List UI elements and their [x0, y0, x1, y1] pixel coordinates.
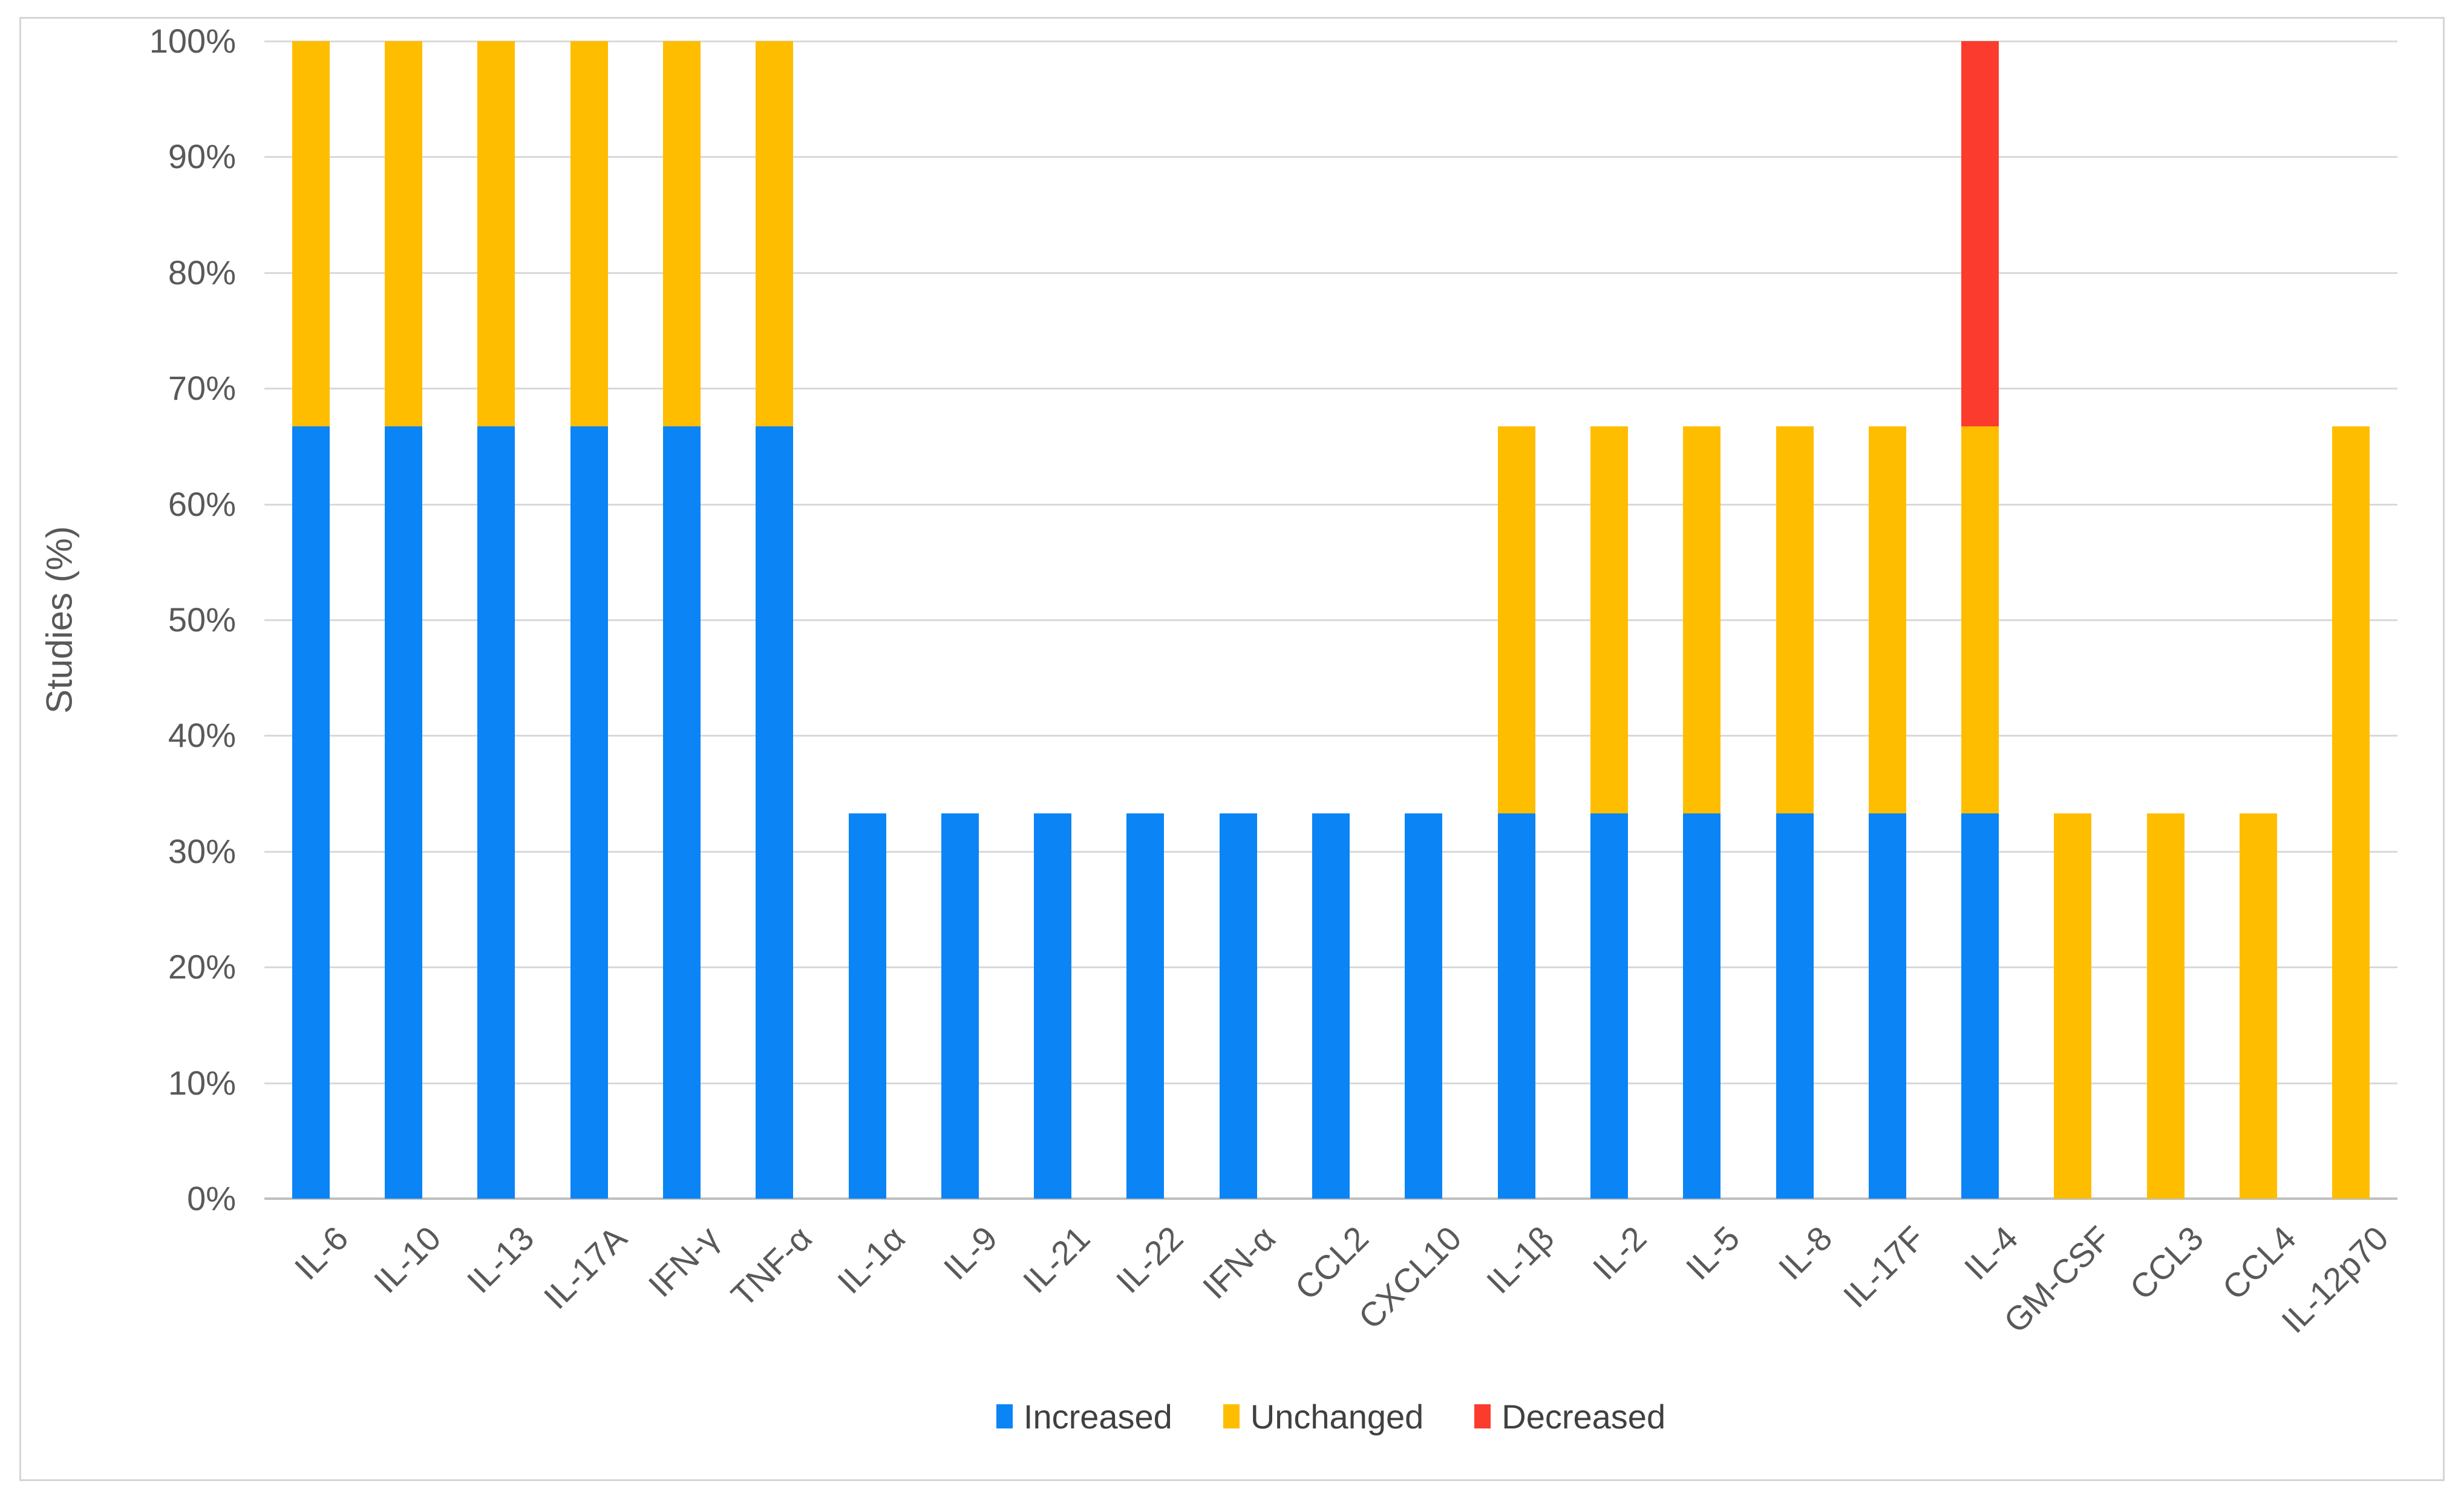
legend-label: Increased — [1023, 1397, 1172, 1436]
bar-segment-unchanged — [477, 41, 515, 427]
bar-IL-5 — [1683, 41, 1721, 1199]
bar-IL-4 — [1961, 41, 1999, 1199]
bar-segment-increased — [385, 426, 422, 1199]
bar-segment-decreased — [1961, 41, 1999, 427]
legend-label: Unchanged — [1250, 1397, 1424, 1436]
bar-segment-increased — [1312, 813, 1350, 1199]
y-tick-label: 20% — [168, 948, 236, 986]
bar-segment-unchanged — [1590, 426, 1628, 813]
bar-segment-unchanged — [662, 41, 701, 427]
bar-segment-increased — [1126, 813, 1165, 1199]
bar-IL-6 — [292, 41, 330, 1199]
bar-IL-17F — [1868, 41, 1906, 1199]
bar-IL-10 — [385, 41, 422, 1199]
bar-segment-increased — [848, 813, 886, 1199]
bar-segment-unchanged — [2054, 813, 2092, 1199]
bar-segment-unchanged — [2146, 813, 2185, 1199]
gridline — [264, 503, 2397, 506]
gridline — [264, 619, 2397, 621]
bar-segment-increased — [1219, 813, 1257, 1199]
bar-segment-increased — [1776, 813, 1814, 1199]
bar-segment-unchanged — [1776, 426, 1814, 813]
bar-IL-17A — [570, 41, 608, 1199]
gridline — [264, 41, 2397, 42]
y-tick-label: 80% — [168, 253, 236, 291]
bar-CCL2 — [1312, 41, 1350, 1199]
bar-segment-unchanged — [756, 41, 794, 427]
legend-item-increased: Increased — [996, 1397, 1172, 1436]
y-tick-label: 100% — [149, 22, 236, 60]
y-tick-label: 30% — [168, 832, 236, 870]
y-tick-label: 70% — [168, 369, 236, 408]
bar-IL-12p70 — [2332, 41, 2370, 1199]
x-axis-line — [264, 1197, 2397, 1200]
legend: Increased Unchanged Decreased — [264, 1392, 2397, 1441]
gridline — [264, 156, 2397, 158]
bar-segment-increased — [662, 426, 701, 1199]
bar-segment-increased — [292, 426, 330, 1199]
chart-frame — [19, 17, 2445, 1481]
bar-segment-increased — [1683, 813, 1721, 1199]
gridline — [264, 388, 2397, 390]
bar-segment-increased — [1497, 813, 1535, 1199]
bar-IFN-α — [1219, 41, 1257, 1199]
y-tick-label: 0% — [187, 1179, 236, 1217]
bar-segment-increased — [1868, 813, 1906, 1199]
bar-segment-increased — [1590, 813, 1628, 1199]
plot-area — [264, 41, 2397, 1200]
bar-segment-increased — [570, 426, 608, 1199]
y-tick-label: 10% — [168, 1063, 236, 1102]
gridline — [264, 272, 2397, 274]
bar-TNF-α — [756, 41, 794, 1199]
bar-segment-increased — [1961, 813, 1999, 1199]
bar-segment-unchanged — [2332, 426, 2370, 1199]
bar-segment-increased — [1034, 813, 1072, 1199]
bar-segment-unchanged — [1497, 426, 1535, 813]
y-tick-label: 90% — [168, 137, 236, 176]
bar-GM-CSF — [2054, 41, 2092, 1199]
y-tick-label: 40% — [168, 716, 236, 755]
bar-IL-21 — [1034, 41, 1072, 1199]
legend-item-decreased: Decreased — [1474, 1397, 1665, 1436]
y-tick-label: 50% — [168, 601, 236, 639]
legend-swatch-icon — [996, 1404, 1013, 1428]
bar-IL-1β — [1497, 41, 1535, 1199]
bar-CCL3 — [2146, 41, 2185, 1199]
bar-CXCL10 — [1405, 41, 1443, 1199]
bar-segment-unchanged — [570, 41, 608, 427]
bar-CCL4 — [2240, 41, 2277, 1199]
legend-swatch-icon — [1223, 1404, 1240, 1428]
bar-IL-13 — [477, 41, 515, 1199]
bar-IL-22 — [1126, 41, 1165, 1199]
y-tick-label: 60% — [168, 484, 236, 523]
bar-segment-increased — [756, 426, 794, 1199]
legend-item-unchanged: Unchanged — [1223, 1397, 1423, 1436]
bar-segment-unchanged — [2240, 813, 2277, 1199]
legend-swatch-icon — [1474, 1404, 1491, 1428]
gridline — [264, 735, 2397, 737]
legend-label: Decreased — [1502, 1397, 1666, 1436]
bar-IL-1α — [848, 41, 886, 1199]
bar-segment-unchanged — [1868, 426, 1906, 813]
bar-segment-increased — [941, 813, 979, 1199]
bar-IL-9 — [941, 41, 979, 1199]
bar-IL-8 — [1776, 41, 1814, 1199]
bar-segment-increased — [477, 426, 515, 1199]
bar-IFN-γ — [662, 41, 701, 1199]
bar-segment-unchanged — [1683, 426, 1721, 813]
bar-segment-unchanged — [385, 41, 422, 427]
bar-segment-unchanged — [1961, 426, 1999, 813]
bar-segment-unchanged — [292, 41, 330, 427]
bar-segment-increased — [1405, 813, 1443, 1199]
bar-IL-2 — [1590, 41, 1628, 1199]
